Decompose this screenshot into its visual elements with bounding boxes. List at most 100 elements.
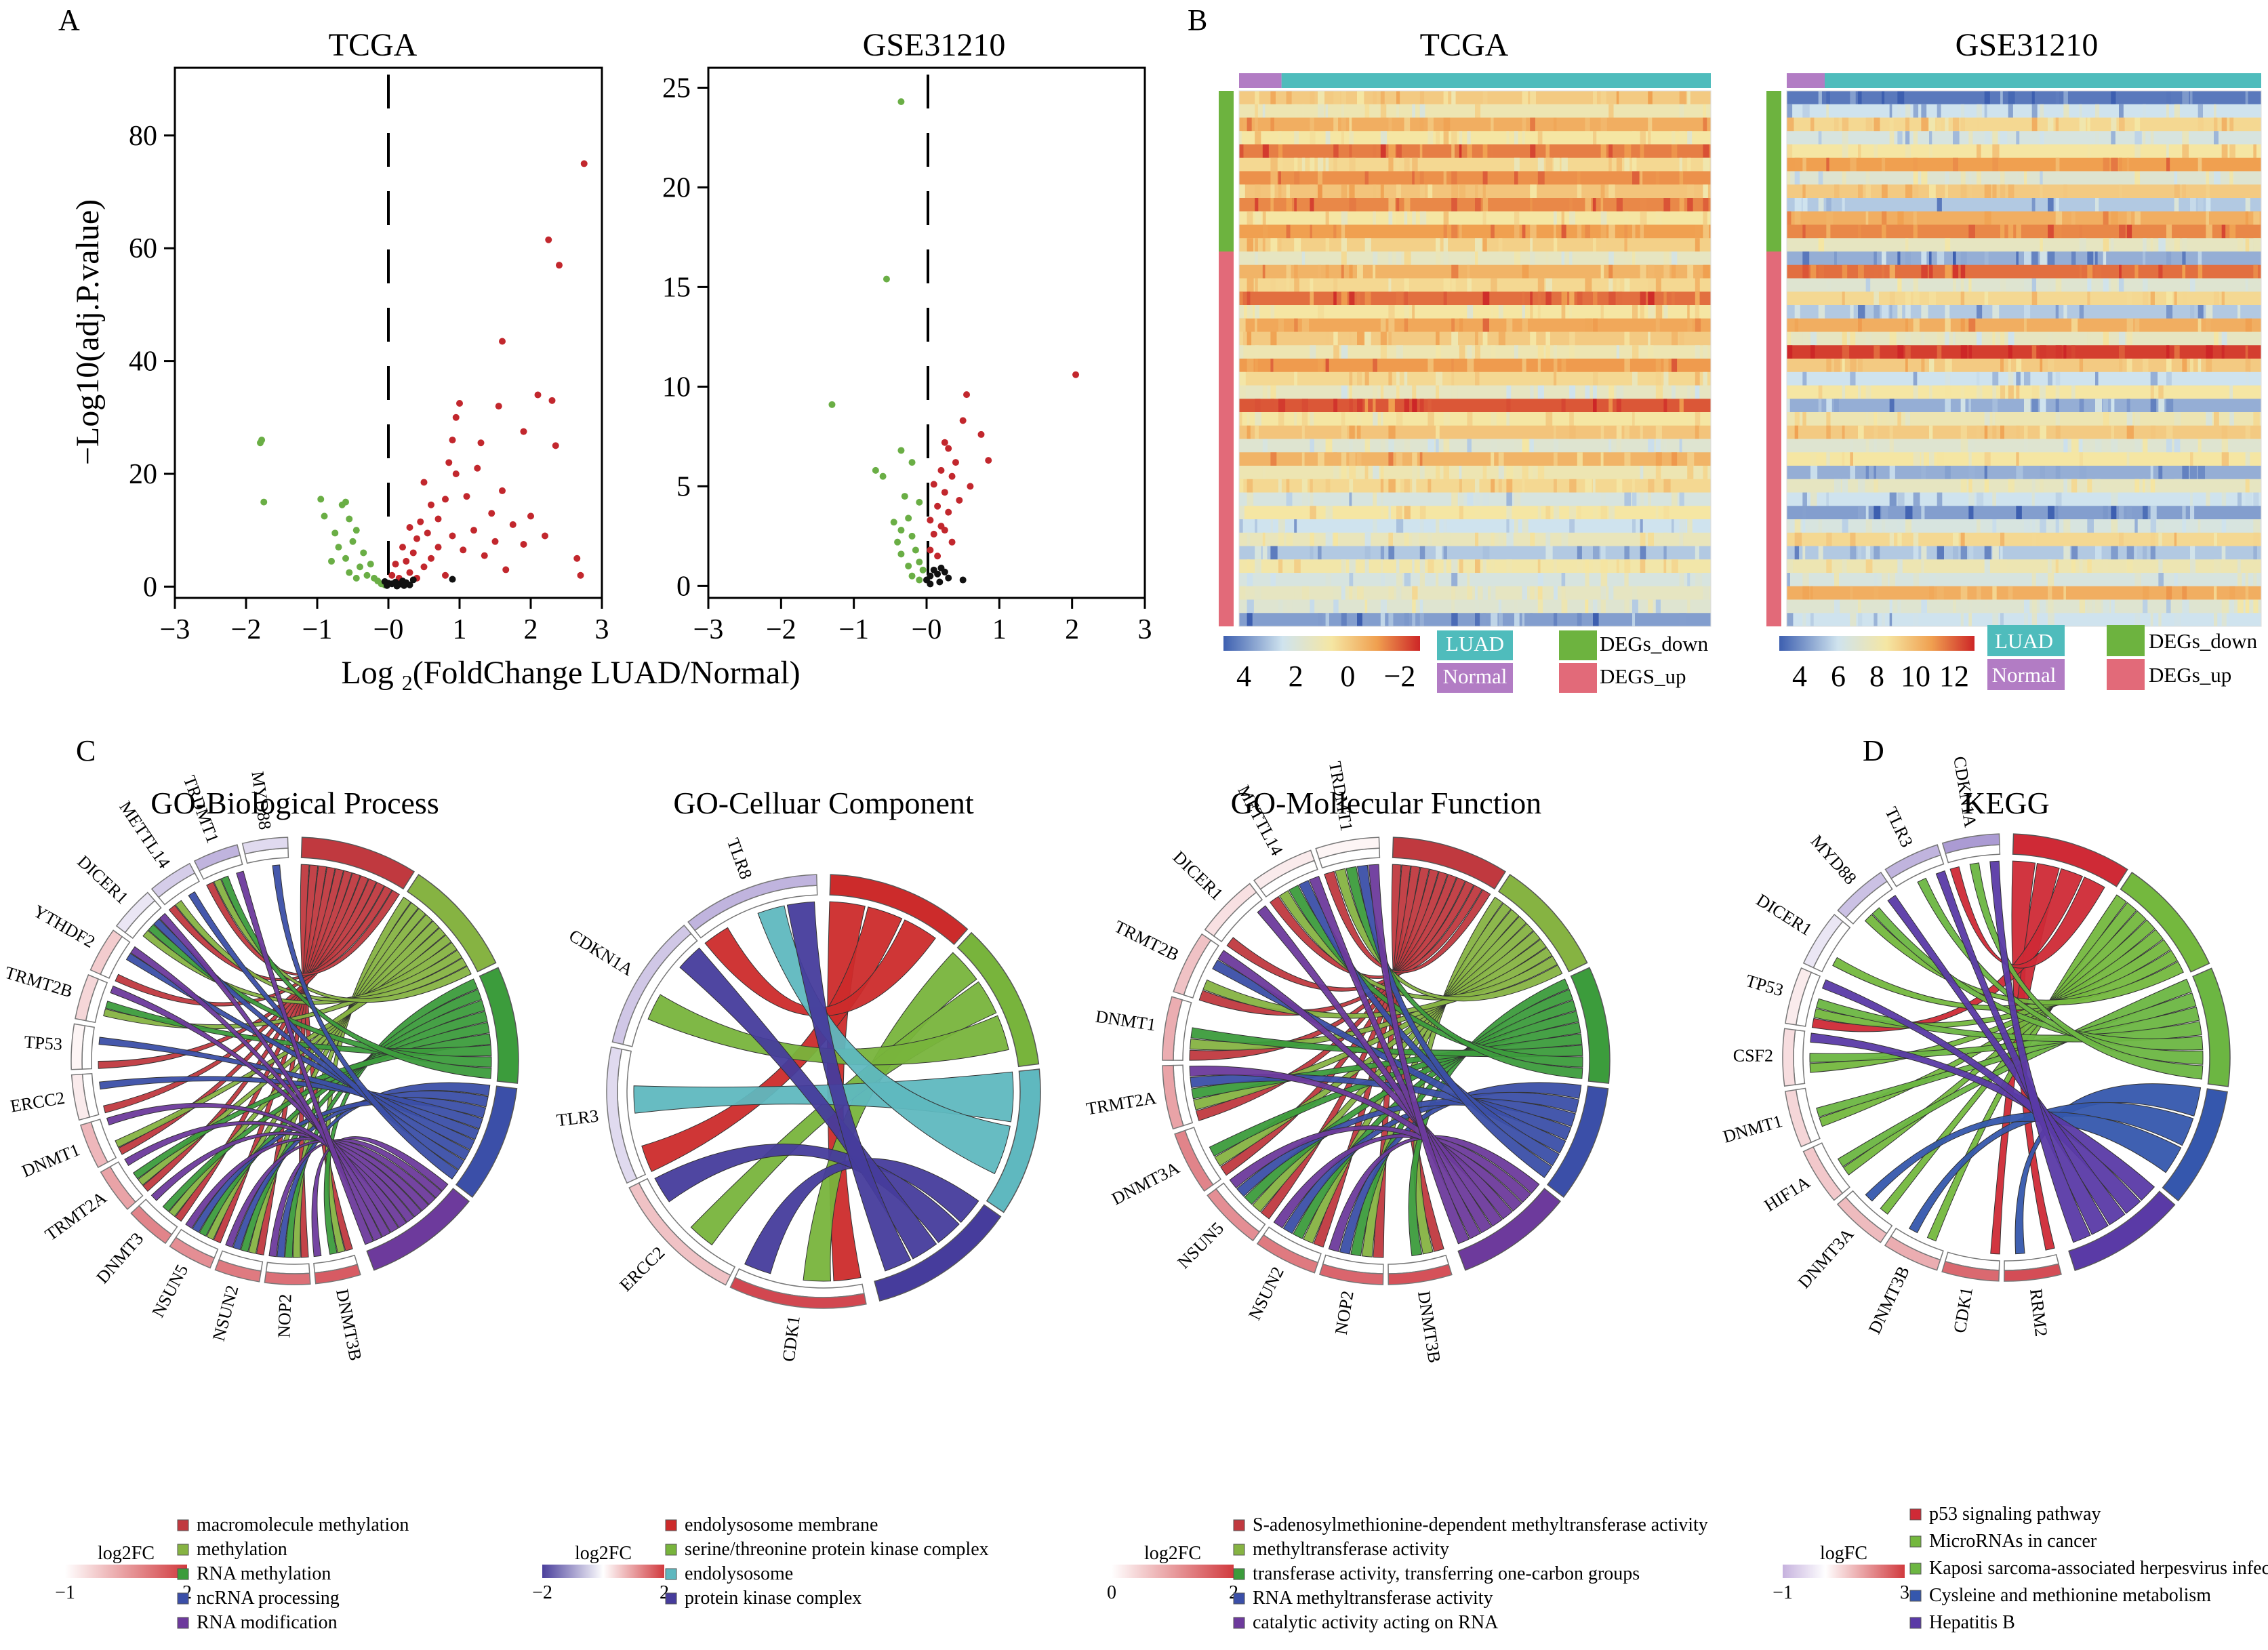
- heatmap-cell: [1530, 331, 1537, 346]
- heatmap-cell: [2048, 331, 2053, 346]
- heatmap-cell: [2166, 91, 2171, 105]
- heatmap-cell: [1373, 399, 1376, 413]
- heatmap-cell: [1561, 211, 1564, 225]
- heatmap-cell: [1585, 318, 1592, 332]
- heatmap-cell: [1842, 144, 1848, 159]
- heatmap-cell: [1255, 586, 1261, 600]
- heatmap-cell: [1968, 318, 1976, 332]
- heatmap-cell: [1436, 573, 1439, 587]
- heatmap-cell: [1436, 546, 1442, 560]
- heatmap-cell: [1960, 117, 1965, 132]
- volcano-xlabel: Log 2(FoldChange LUAD/Normal): [341, 655, 800, 695]
- heatmap-cell: [1482, 171, 1488, 185]
- heatmap-cell: [1349, 385, 1352, 399]
- heatmap-cell: [1882, 184, 1888, 199]
- heatmap-cell: [2229, 117, 2234, 132]
- chord-gene-arc-fc: [1785, 967, 1813, 1026]
- heatmap-cell: [1451, 371, 1455, 386]
- heatmap-cell: [2000, 224, 2005, 239]
- heatmap-cell: [1349, 144, 1352, 159]
- heatmap-cell: [1482, 184, 1486, 199]
- heatmap-row: [1239, 452, 1711, 466]
- heatmap-cell: [2087, 519, 2094, 534]
- heatmap-cell: [1818, 264, 1825, 279]
- heatmap-cell: [1294, 91, 1298, 105]
- heatmap-cell: [1897, 559, 1903, 574]
- heatmap-cell: [2158, 385, 2164, 399]
- heatmap-cell: [1960, 264, 1966, 279]
- heatmap-cell: [1537, 157, 1544, 172]
- point-down: [258, 437, 266, 444]
- heatmap-cell: [1608, 399, 1613, 413]
- heatmap-cell: [1310, 117, 1314, 132]
- heatmap-cell: [1349, 371, 1353, 386]
- chord-term-arc: [1457, 1188, 1561, 1271]
- heatmap-cell: [1802, 371, 1807, 386]
- chord-gene-label: CDKN1A: [565, 925, 636, 980]
- heatmap-cell: [1632, 599, 1638, 613]
- point-up: [406, 524, 413, 531]
- heatmap-row: [1787, 573, 2261, 587]
- heatmap-cell: [1325, 104, 1329, 118]
- heatmap-cell: [1247, 479, 1253, 493]
- heatmap-cell: [2166, 224, 2172, 239]
- heatmap-cell: [1672, 385, 1676, 399]
- chord-gene-label: DICER1: [74, 851, 132, 908]
- heatmap-cell: [1451, 586, 1456, 600]
- heatmap-cell: [2063, 479, 2068, 493]
- heatmap-cell: [1585, 117, 1590, 132]
- x-tick-label: 3: [1138, 614, 1152, 645]
- heatmap-cell: [1537, 305, 1541, 319]
- heatmap-cell: [1679, 399, 1684, 413]
- heatmap-cell: [1255, 305, 1260, 319]
- chord-gene-label: DNMT1: [1094, 1007, 1157, 1035]
- legend-normal-swatch: [1437, 663, 1513, 693]
- heatmap-cell: [1632, 479, 1635, 493]
- panel-letter-c: C: [76, 734, 96, 767]
- heatmap-cell: [1514, 599, 1518, 613]
- point-down: [908, 572, 916, 580]
- heatmap-cell: [2221, 144, 2228, 159]
- heatmap-cell: [2079, 452, 2083, 466]
- heatmap-cell: [2245, 238, 2250, 252]
- heatmap-cell: [1992, 331, 1996, 346]
- heatmap-cell: [1600, 559, 1608, 574]
- heatmap-cell: [1537, 506, 1541, 520]
- heatmap-cell: [2198, 359, 2202, 373]
- heatmap-cell: [1913, 546, 1919, 560]
- heatmap-cell: [1380, 599, 1388, 613]
- heatmap-cell: [1325, 211, 1329, 225]
- heatmap-cell: [1787, 144, 1793, 159]
- heatmap-cell: [1874, 412, 1878, 426]
- heatmap-cell: [1404, 291, 1409, 306]
- heatmap-cell: [1624, 157, 1630, 172]
- heatmap-cell: [1310, 131, 1316, 145]
- heatmap-cell: [1522, 479, 1525, 493]
- heatmap-cell: [1968, 546, 1974, 560]
- heatmap-cell: [1514, 492, 1521, 506]
- heatmap-cell: [1380, 479, 1384, 493]
- point-ns: [381, 578, 388, 585]
- heatmap-cell: [2134, 613, 2141, 627]
- heatmap-cell: [1443, 439, 1450, 453]
- heatmap-cell: [1913, 573, 1920, 587]
- heatmap-cell: [1889, 131, 1895, 145]
- heatmap-cell: [1977, 385, 1983, 399]
- heatmap-cell: [1318, 546, 1322, 560]
- heatmap-cell: [1945, 385, 1952, 399]
- heatmap-cell: [1842, 559, 1847, 574]
- heatmap-cell: [1687, 305, 1690, 319]
- heatmap-cell: [1616, 278, 1620, 292]
- chord-gene-arc-inner: [1793, 1029, 1806, 1085]
- heatmap-cell: [1349, 264, 1353, 279]
- heatmap-cell: [1977, 586, 1981, 600]
- heatmap-cell: [1561, 599, 1568, 613]
- heatmap-cell: [1679, 439, 1682, 453]
- heatmap-cell: [1695, 546, 1699, 560]
- heatmap-cell: [1554, 452, 1558, 466]
- heatmap-cell: [1585, 224, 1591, 239]
- heatmap-cell: [1984, 251, 1989, 266]
- heatmap-cell: [1577, 291, 1583, 306]
- heatmap-cell: [1984, 425, 1988, 439]
- point-up: [477, 439, 485, 447]
